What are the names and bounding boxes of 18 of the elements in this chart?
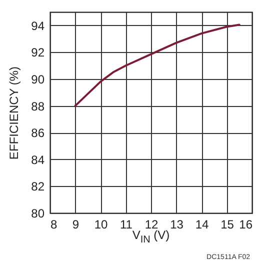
x-tick-label: 8 xyxy=(50,218,58,232)
y-tick-label: 90 xyxy=(31,72,45,86)
x-tick-label: 13 xyxy=(170,218,184,232)
y-tick-label: 88 xyxy=(31,99,45,114)
line-series xyxy=(74,24,240,107)
x-tick-label: 11 xyxy=(120,218,133,232)
y-tick-label: 84 xyxy=(31,152,45,167)
y-tick-label: 80 xyxy=(31,206,45,220)
y-tick-label: 94 xyxy=(31,18,45,33)
x-tick-label: 14 xyxy=(195,218,209,232)
y-tick-label: 86 xyxy=(31,126,45,140)
y-tick-label: 82 xyxy=(31,180,45,194)
x-tick-label: 15 xyxy=(220,218,234,232)
x-tick-label: 16 xyxy=(239,218,253,232)
y-tick-label: 92 xyxy=(31,46,45,60)
x-tick-label: 9 xyxy=(72,218,80,232)
y-axis-title: EFFICIENCY (%) xyxy=(7,66,22,160)
x-tick-label: 10 xyxy=(94,218,108,232)
